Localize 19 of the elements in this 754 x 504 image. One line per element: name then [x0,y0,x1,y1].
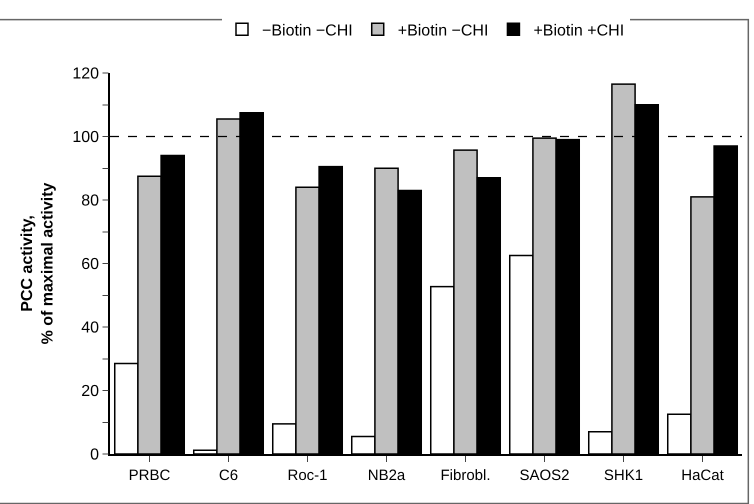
x-tick-label: C6 [218,466,238,484]
x-tick-label: HaCat [681,466,725,484]
legend-label: +Biotin +CHI [533,22,624,40]
y-tick-label: 20 [81,383,100,400]
x-tick-label: SAOS2 [519,466,570,484]
x-tick-label: PRBC [128,466,170,484]
legend-label: −Biotin −CHI [262,22,353,40]
y-tick-label: 80 [81,192,100,210]
x-tick-label: NB2a [368,466,406,484]
x-tick-label: SHK1 [604,466,644,484]
y-tick-label: 120 [72,66,100,83]
y-axis-title: PCC activity, % of maximal activity [18,182,57,344]
y-tick-label: 100 [72,129,100,146]
legend-label: +Biotin −CHI [398,22,488,40]
x-tick-label: Fibrobl. [440,466,491,484]
y-tick-label: 0 [90,446,100,464]
y-tick-label: 40 [81,320,100,337]
y-tick-label: 60 [81,256,100,274]
x-tick-label: Roc-1 [287,466,328,484]
